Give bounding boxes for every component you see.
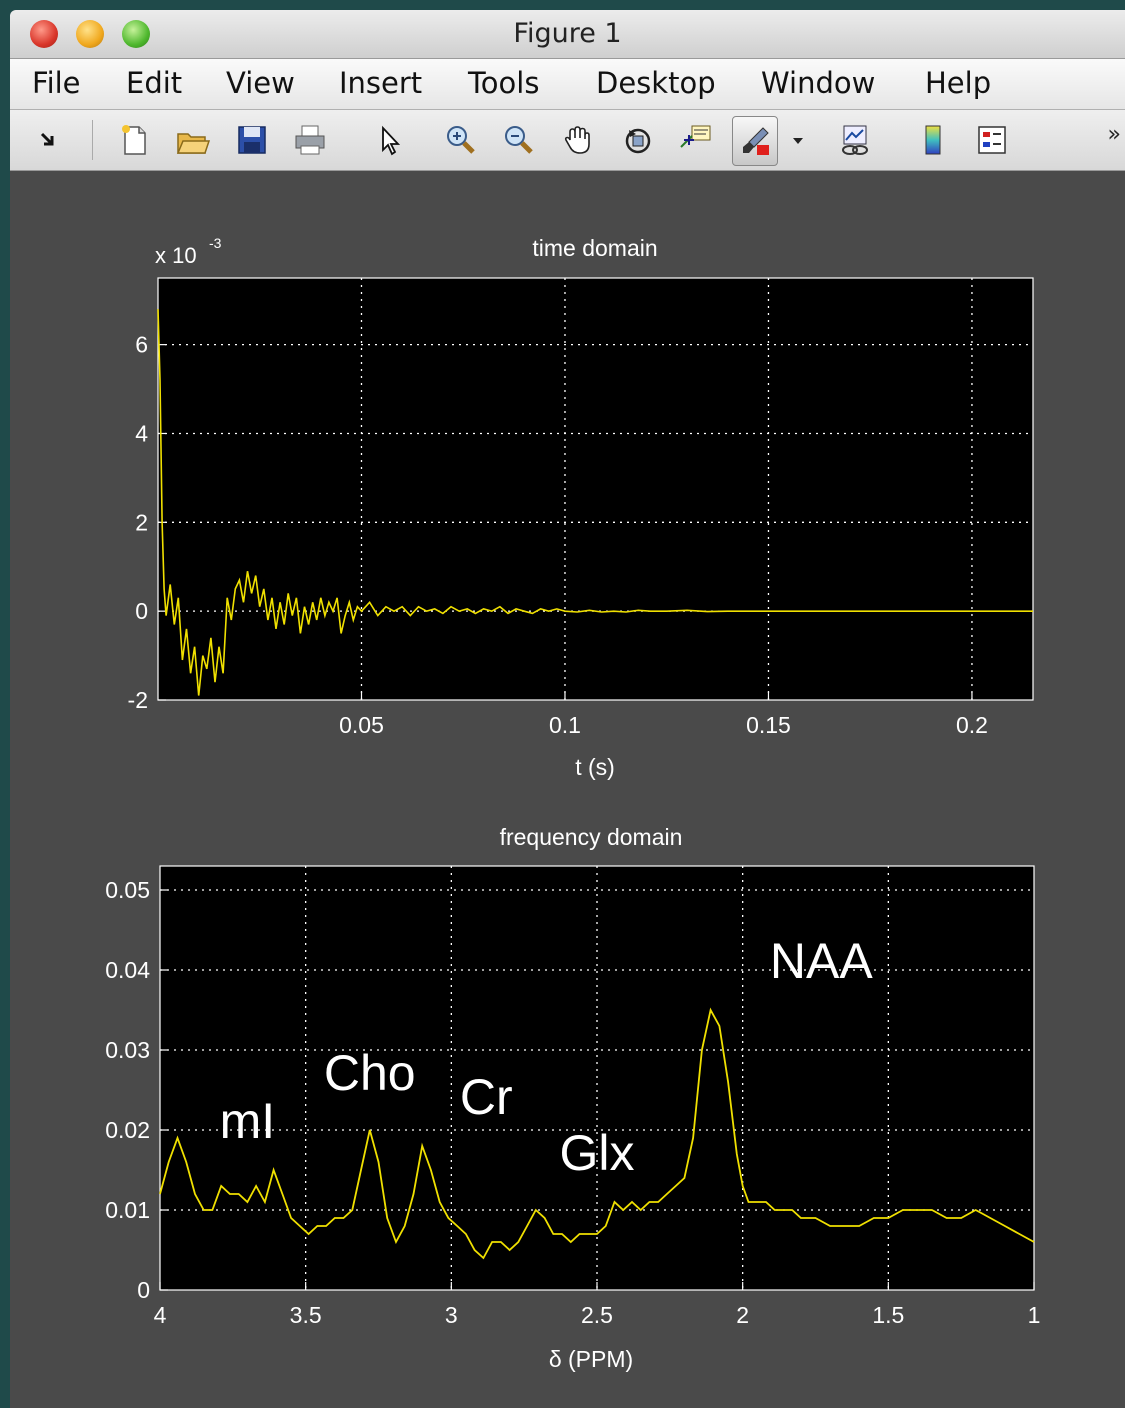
brush-dropdown-icon[interactable] [788, 122, 808, 158]
peak-annotations: mI Cho Cr Glx NAA [220, 933, 874, 1181]
time-ticks: 0.05 0.1 0.15 0.2 -2 0 2 4 6 [128, 332, 988, 738]
figure-canvas: 0.05 0.1 0.15 0.2 -2 0 2 4 6 time domain t (s) x… [105, 235, 1040, 1372]
peak-label-cho: Cho [324, 1045, 416, 1101]
menu-help[interactable]: Help [925, 66, 992, 100]
pan-hand-icon[interactable] [560, 122, 596, 158]
frequency-ytick-label: 0 [137, 1277, 150, 1303]
peak-label-glx: Glx [560, 1125, 635, 1181]
peak-label-cr: Cr [460, 1069, 513, 1125]
frequency-ytick-label: 0.02 [105, 1117, 150, 1143]
zoom-in-icon[interactable] [442, 122, 478, 158]
frequency-title: frequency domain [500, 824, 683, 850]
frequency-ytick-label: 0.03 [105, 1037, 150, 1063]
menu-bar: File Edit View Insert Tools Desktop Wind… [10, 59, 1125, 110]
frequency-xtick-label: 2.5 [581, 1302, 613, 1328]
time-xlabel: t (s) [575, 754, 615, 780]
title-bar[interactable]: Figure 1 [10, 10, 1125, 59]
menu-tools[interactable]: Tools [468, 66, 540, 100]
time-ytick-label: 6 [135, 332, 148, 358]
frequency-domain-axes: 4 3.5 3 2.5 2 1.5 1 0 0.01 0.02 0.03 0.04 0.05 mI Cho… [105, 824, 1040, 1372]
peak-label-mi: mI [220, 1093, 276, 1149]
menu-desktop[interactable]: Desktop [596, 66, 716, 100]
time-ytick-label: -2 [128, 687, 148, 713]
menu-view[interactable]: View [226, 66, 295, 100]
new-figure-icon[interactable] [116, 122, 152, 158]
toolbar-separator [92, 120, 93, 160]
zoom-window-button[interactable] [122, 20, 150, 48]
time-ytick-label: 4 [135, 420, 148, 446]
legend-icon[interactable] [974, 122, 1010, 158]
frequency-xtick-label: 2 [736, 1302, 749, 1328]
time-xtick-label: 0.05 [339, 712, 384, 738]
frequency-xtick-label: 1.5 [872, 1302, 904, 1328]
time-trace-line [157, 309, 1033, 696]
menu-window[interactable]: Window [761, 66, 876, 100]
time-domain-axes: 0.05 0.1 0.15 0.2 -2 0 2 4 6 time domain t (s) x… [128, 235, 1034, 780]
link-plot-icon[interactable] [838, 122, 874, 158]
frequency-xlabel: δ (PPM) [549, 1346, 633, 1372]
toolbar-overflow-icon[interactable]: » [1107, 122, 1121, 147]
window-title: Figure 1 [513, 18, 622, 49]
dock-arrow-icon[interactable] [30, 122, 66, 158]
figure-window: Figure 1 File Edit View Insert Tools Des… [10, 10, 1125, 1408]
edit-plot-arrow-icon[interactable] [372, 122, 408, 158]
time-title: time domain [532, 235, 657, 261]
frequency-xtick-label: 1 [1028, 1302, 1041, 1328]
zoom-out-icon[interactable] [500, 122, 536, 158]
frequency-xtick-label: 4 [154, 1302, 167, 1328]
save-icon[interactable] [234, 122, 270, 158]
time-axes-box [157, 277, 1034, 701]
time-xtick-label: 0.1 [549, 712, 581, 738]
time-exponent-power: -3 [209, 235, 222, 251]
frequency-ticks: 4 3.5 3 2.5 2 1.5 1 0 0.01 0.02 0.03 0.04 0.05 [105, 877, 1040, 1328]
frequency-trace-line [159, 1007, 1035, 1260]
frequency-ytick-label: 0.05 [105, 877, 150, 903]
time-axes-background [158, 278, 1033, 700]
close-window-button[interactable] [30, 20, 58, 48]
brush-icon[interactable] [732, 116, 778, 166]
time-ytick-label: 2 [135, 509, 148, 535]
menu-insert[interactable]: Insert [339, 66, 423, 100]
menu-edit[interactable]: Edit [126, 66, 183, 100]
frequency-xtick-label: 3 [445, 1302, 458, 1328]
print-icon[interactable] [292, 122, 328, 158]
minimize-window-button[interactable] [76, 20, 104, 48]
frequency-ytick-label: 0.01 [105, 1197, 150, 1223]
time-xtick-label: 0.15 [746, 712, 791, 738]
menu-file[interactable]: File [32, 66, 81, 100]
rotate-3d-icon[interactable] [620, 122, 656, 158]
toolbar: » [10, 110, 1125, 171]
frequency-xtick-label: 3.5 [290, 1302, 322, 1328]
peak-label-naa: NAA [770, 933, 873, 989]
open-file-icon[interactable] [174, 122, 211, 158]
frequency-ytick-label: 0.04 [105, 957, 150, 983]
time-ytick-label: 0 [135, 598, 148, 624]
colorbar-icon[interactable] [916, 122, 952, 158]
frequency-grid [160, 866, 1034, 1290]
time-xtick-label: 0.2 [956, 712, 988, 738]
time-exponent-base: x 10 [155, 243, 197, 268]
data-cursor-icon[interactable] [678, 122, 714, 158]
